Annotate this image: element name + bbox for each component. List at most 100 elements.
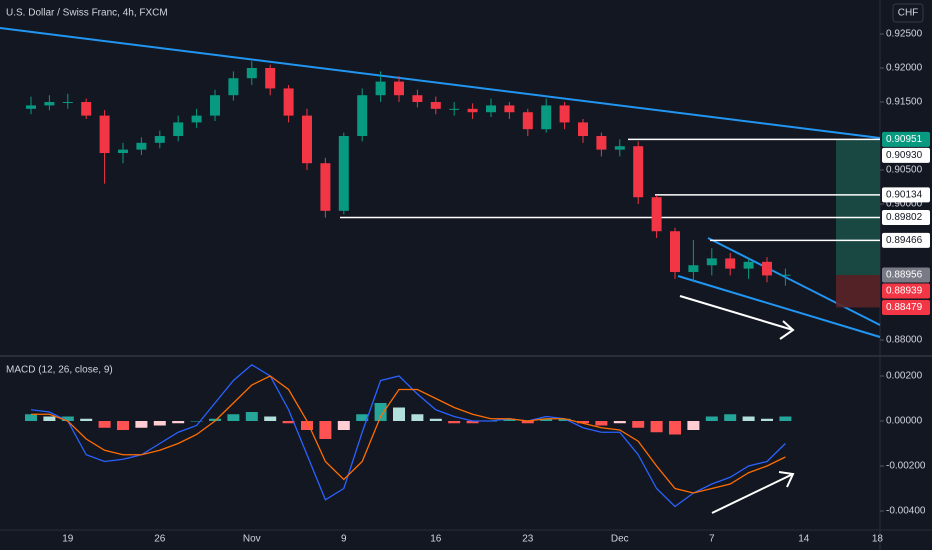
y-tick-label: 0.88000 — [886, 335, 923, 346]
candle-body — [173, 122, 184, 137]
histogram-bar — [448, 421, 461, 424]
histogram-bar — [595, 421, 608, 426]
histogram-bar — [779, 416, 792, 421]
y-tick-label: -0.00400 — [886, 506, 926, 517]
price-label: 0.90134 — [886, 190, 923, 201]
histogram-bar — [245, 412, 258, 421]
histogram-bar — [153, 421, 166, 426]
candle-body — [375, 81, 386, 96]
x-tick-label: 26 — [154, 534, 166, 545]
currency-label[interactable]: CHF — [898, 8, 919, 19]
histogram-bar — [98, 421, 111, 428]
y-tick-label: 0.00000 — [886, 416, 923, 427]
x-tick-label: Nov — [243, 534, 261, 545]
histogram-bar — [337, 421, 350, 430]
candle-body — [486, 105, 496, 113]
histogram-bar — [705, 416, 718, 421]
histogram-bar — [172, 421, 185, 424]
price-label: 0.90951 — [886, 134, 923, 145]
candle-body — [596, 136, 607, 150]
x-tick-label: 23 — [522, 534, 534, 545]
price-label-bg — [882, 187, 930, 203]
candle-body — [670, 231, 680, 273]
candle-body — [283, 88, 294, 116]
x-tick-label: 18 — [872, 534, 884, 545]
histogram-bar — [282, 421, 295, 424]
symbol-title: U.S. Dollar / Swiss Franc, 4h, FXCM — [6, 8, 168, 19]
candle-body — [338, 136, 349, 211]
arrow — [711, 473, 794, 514]
candle-body — [578, 122, 588, 137]
target-zone — [836, 139, 880, 276]
candle-body — [302, 115, 312, 164]
stop-zone — [836, 275, 880, 308]
price-label-bg — [882, 283, 930, 299]
x-tick-label: Dec — [611, 534, 629, 545]
y-tick-label: 0.92500 — [886, 29, 923, 40]
currency-button[interactable] — [892, 3, 924, 23]
histogram-bar — [669, 421, 681, 435]
arrow-head — [779, 320, 795, 340]
wedge-upper — [707, 237, 881, 326]
candle-body — [136, 142, 147, 150]
histogram-bar — [264, 416, 277, 421]
histogram-bar — [466, 421, 479, 424]
price-label-bg — [882, 299, 930, 315]
x-tick-label: 16 — [430, 534, 442, 545]
price-label: 0.88956 — [886, 270, 923, 281]
x-tick-label: 14 — [798, 534, 810, 545]
histogram-bar — [43, 416, 56, 421]
histogram-bar — [319, 421, 332, 439]
macd-line — [30, 363, 786, 508]
candle-body — [762, 261, 772, 276]
histogram-bar — [227, 414, 240, 421]
candle-body — [191, 115, 202, 123]
price-label-bg — [882, 147, 930, 163]
candle-body — [706, 258, 717, 266]
candle-body — [81, 102, 92, 116]
histogram-bar — [80, 418, 93, 421]
price-label: 0.89466 — [886, 235, 923, 246]
histogram-bar — [135, 421, 148, 428]
histogram-bar — [117, 421, 129, 430]
candle-body — [246, 68, 257, 79]
price-label: 0.88479 — [886, 302, 923, 313]
histogram-bar — [613, 421, 626, 424]
y-tick-label: 0.90000 — [886, 199, 923, 210]
candle-body — [559, 105, 570, 123]
candle-body — [467, 108, 478, 113]
histogram-bar — [429, 418, 442, 421]
candle-body — [504, 105, 515, 113]
histogram-bar — [374, 403, 387, 421]
candle-body — [522, 112, 533, 130]
histogram-bar — [209, 418, 221, 421]
candle-body — [412, 95, 423, 103]
candle-body — [357, 95, 368, 137]
candle-body — [118, 149, 128, 154]
candle-body — [743, 261, 754, 269]
x-tick-label: 19 — [62, 534, 74, 545]
y-tick-label: 0.92000 — [886, 63, 923, 74]
wedge-lower — [677, 275, 881, 338]
histogram-bar — [632, 421, 645, 428]
candle-body — [320, 163, 331, 211]
price-label: 0.88939 — [886, 286, 923, 297]
x-tick-label: 7 — [709, 534, 715, 545]
candle-body — [394, 81, 404, 96]
macd-line — [31, 375, 786, 494]
histogram-bar — [577, 421, 589, 424]
y-tick-label: -0.00200 — [886, 461, 926, 472]
arrow-head — [778, 471, 795, 488]
price-label-bg — [882, 131, 930, 147]
candle-body — [725, 258, 736, 269]
trendline — [0, 27, 881, 139]
price-label-bg — [882, 209, 930, 225]
histogram-bar — [521, 421, 534, 424]
histogram-bar — [742, 416, 755, 421]
histogram-bar — [411, 414, 424, 421]
candle-body — [633, 146, 644, 198]
candle-body — [62, 102, 73, 104]
candle-body — [99, 115, 110, 154]
